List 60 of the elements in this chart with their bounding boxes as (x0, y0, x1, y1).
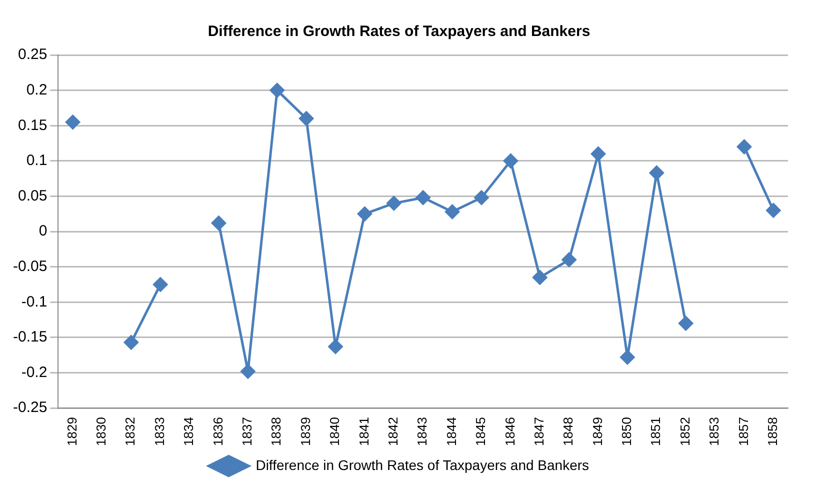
point (474, 190, 489, 205)
point (212, 216, 226, 230)
legend-label: Difference in Growth Rates of Taxpayers and Bankers (256, 456, 590, 473)
x-tick-label: 1845 (473, 417, 488, 446)
point (386, 196, 402, 211)
x-tick-label: 1853 (706, 417, 722, 446)
x-tick-label: 1842 (385, 417, 400, 446)
point (736, 140, 752, 154)
y-tick-label: -0.15 (12, 328, 48, 346)
x-tick-label: 1849 (590, 417, 605, 446)
point (766, 203, 781, 218)
point (562, 252, 576, 268)
y-tick-label: 0.15 (18, 116, 48, 134)
point (240, 364, 256, 379)
point (153, 277, 168, 292)
x-tick-label: 1841 (356, 417, 372, 446)
x-tick-label: 1850 (619, 417, 634, 446)
x-tick-label: 1857 (736, 417, 751, 446)
chart-title: Difference in Growth Rates of Taxpayers and Bankers (208, 23, 590, 40)
point (270, 83, 284, 98)
x-tick-label: 1832 (122, 417, 138, 446)
x-tick-label: 1847 (531, 417, 546, 446)
y-tick-label: 0.05 (18, 187, 48, 204)
x-tick-label: 1858 (764, 417, 780, 446)
y-tick-label: -0.1 (21, 293, 48, 310)
y-tick-label: 0.2 (26, 81, 48, 98)
point (678, 316, 694, 331)
point (532, 270, 548, 285)
x-tick-label: 1852 (677, 417, 692, 446)
x-tick-label: 1848 (560, 417, 576, 446)
point (591, 146, 606, 162)
x-tick-label: 1830 (94, 417, 109, 446)
x-tick-label: 1834 (181, 417, 196, 446)
x-tick-label: 1851 (648, 417, 664, 446)
x-tick-label: 1833 (152, 417, 167, 446)
point (649, 166, 664, 180)
x-tick-label: 1829 (64, 417, 80, 446)
x-tick-label: 1836 (210, 417, 226, 446)
point (620, 350, 635, 364)
point (66, 114, 80, 130)
x-tick-label: 1846 (502, 417, 518, 446)
x-tick-label: 1843 (414, 417, 430, 446)
y-tick-label: -0.25 (12, 399, 48, 416)
x-tick-label: 1837 (240, 417, 255, 446)
point (445, 204, 460, 220)
y-tick-label: -0.2 (21, 364, 48, 381)
point (299, 111, 314, 126)
x-tick-label: 1844 (444, 417, 459, 446)
point (357, 206, 372, 222)
x-tick-label: 1838 (268, 417, 284, 446)
x-tick-label: 1839 (298, 417, 313, 446)
point (124, 335, 138, 350)
y-tick-label: 0.25 (18, 46, 48, 64)
y-tick-label: 0 (38, 222, 48, 240)
point (328, 339, 343, 354)
point (503, 154, 518, 168)
y-tick-label: -0.05 (12, 258, 48, 275)
point (416, 190, 430, 205)
y-tick-label: 0.1 (26, 152, 48, 170)
x-tick-label: 1840 (327, 417, 342, 446)
